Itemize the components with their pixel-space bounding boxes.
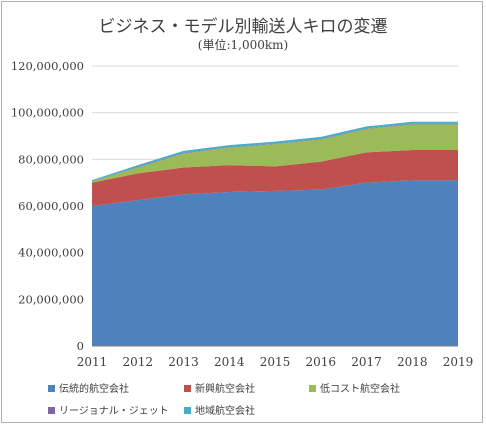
legend-label: 低コスト航空会社 <box>320 384 400 395</box>
area-series-0 <box>92 180 458 346</box>
y-tick-label: 40,000,000 <box>18 246 84 260</box>
legend-label: リージョナル・ジェット <box>59 406 169 417</box>
legend-swatch <box>184 384 191 392</box>
legend-swatch <box>48 384 55 392</box>
y-tick-label: 80,000,000 <box>18 152 84 166</box>
x-tick-label: 2015 <box>260 355 291 369</box>
x-tick-label: 2013 <box>168 355 199 369</box>
chart-subtitle: (単位:1,000km) <box>197 38 289 52</box>
y-tick-label: 60,000,000 <box>18 199 84 213</box>
area-series-1 <box>92 150 458 206</box>
area-series-2 <box>92 124 458 183</box>
legend-item: リージョナル・ジェット <box>48 402 169 417</box>
chart-title: ビジネス・モデル別輸送人キロの変遷 <box>98 17 388 37</box>
legend-label: 地域航空会社 <box>195 406 255 417</box>
legend-swatch <box>184 406 191 414</box>
y-tick-label: 100,000,000 <box>11 106 84 120</box>
y-tick-label: 20,000,000 <box>18 292 84 306</box>
legend-item: 地域航空会社 <box>184 402 255 417</box>
x-tick-label: 2016 <box>305 355 336 369</box>
x-tick-label: 2017 <box>351 355 382 369</box>
area-layers <box>92 121 458 346</box>
legend-item: 伝統的航空会社 <box>48 380 129 395</box>
x-tick-label: 2011 <box>77 355 108 369</box>
x-tick-label: 2018 <box>397 355 428 369</box>
x-tick-label: 2019 <box>443 355 474 369</box>
legend-swatch <box>48 406 55 414</box>
y-tick-label: 0 <box>77 339 84 353</box>
legend-swatch <box>309 384 316 392</box>
y-tick-label: 120,000,000 <box>11 59 84 73</box>
axes: 0 20,000,000 40,000,000 60,000,000 80,000,00… <box>11 59 473 369</box>
legend-item: 低コスト航空会社 <box>309 380 400 395</box>
legend-label: 伝統的航空会社 <box>59 384 129 395</box>
legend-item: 新興航空会社 <box>184 380 255 395</box>
x-tick-label: 2014 <box>214 355 245 369</box>
legend-label: 新興航空会社 <box>195 384 255 395</box>
x-tick-label: 2012 <box>122 355 153 369</box>
